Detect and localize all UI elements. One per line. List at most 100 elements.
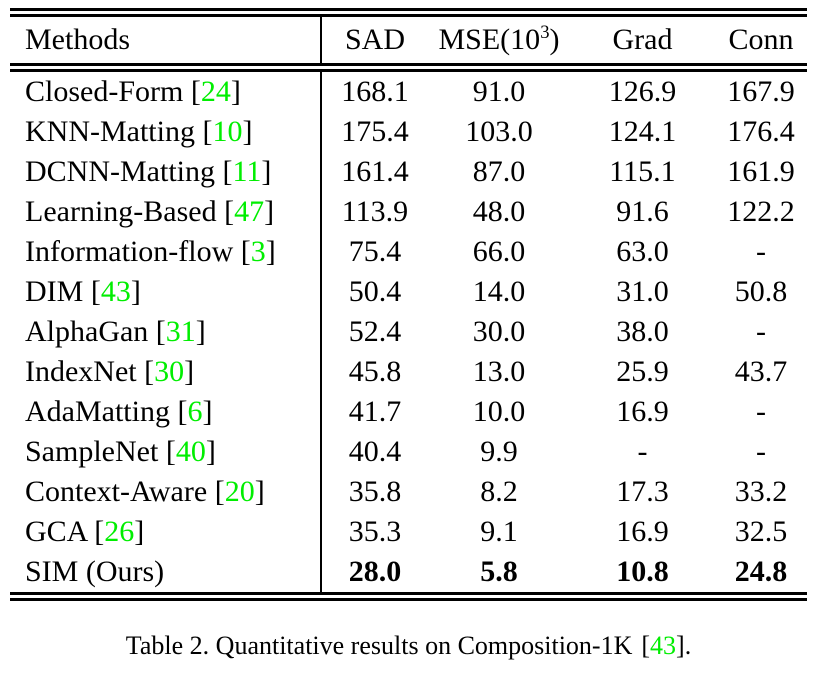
cite-bracket-close: ] bbox=[264, 195, 275, 228]
table-row: SIM (Ours) 28.0 5.8 10.8 24.8 bbox=[10, 552, 807, 597]
grad-cell: 115.1 bbox=[609, 155, 676, 188]
mse-cell: 66.0 bbox=[472, 235, 526, 268]
cite-bracket-close: ] bbox=[202, 395, 213, 428]
caption-cite-bracket-open: [ bbox=[641, 631, 651, 660]
conn-cell: 33.2 bbox=[734, 475, 788, 508]
table-body: Closed-Form [24] 168.1 91.0 126.9 167.9 KNN-M… bbox=[10, 67, 807, 597]
table-row: Information-flow [3] 75.4 66.0 63.0 - bbox=[10, 232, 807, 272]
grad-cell: 63.0 bbox=[616, 235, 669, 268]
citation-link[interactable]: 43 bbox=[100, 275, 131, 308]
method-name: IndexNet bbox=[25, 355, 137, 388]
citation-link[interactable]: 20 bbox=[224, 475, 255, 508]
citation-link[interactable]: 11 bbox=[232, 155, 262, 188]
conn-cell: 167.9 bbox=[727, 75, 795, 108]
caption-text: Table 2. Quantitative results on Composi… bbox=[125, 631, 633, 660]
table-row: KNN-Matting [10] 175.4 103.0 124.1 176.4 bbox=[10, 112, 807, 152]
grad-cell: 91.6 bbox=[616, 195, 669, 228]
method-name: Learning-Based bbox=[25, 195, 217, 228]
conn-cell: - bbox=[756, 315, 766, 348]
method-name: Information-flow bbox=[25, 235, 234, 268]
conn-cell: 43.7 bbox=[734, 355, 788, 388]
citation-link[interactable]: 24 bbox=[200, 75, 231, 108]
method-name: GCA bbox=[25, 515, 87, 548]
table-caption: Table 2. Quantitative results on Composi… bbox=[10, 631, 807, 661]
method-name: DIM bbox=[25, 275, 84, 308]
caption-citation-link[interactable]: 43 bbox=[650, 631, 677, 660]
mse-cell: 103.0 bbox=[465, 115, 533, 148]
caption-period: . bbox=[684, 631, 692, 660]
cite-bracket-close: ] bbox=[130, 275, 141, 308]
method-name: DCNN-Matting bbox=[25, 155, 215, 188]
mse-cell: 48.0 bbox=[472, 195, 526, 228]
method-name: SIM (Ours) bbox=[25, 555, 165, 588]
mse-cell: 8.2 bbox=[480, 475, 518, 508]
conn-cell: - bbox=[756, 235, 766, 268]
sad-cell: 35.8 bbox=[348, 475, 402, 508]
method-name: SampleNet bbox=[25, 435, 159, 468]
conn-cell: 176.4 bbox=[727, 115, 795, 148]
table-row: AdaMatting [6] 41.7 10.0 16.9 - bbox=[10, 392, 807, 432]
citation-link[interactable]: 30 bbox=[154, 355, 185, 388]
col-header-grad: Grad bbox=[612, 23, 673, 56]
sad-cell: 45.8 bbox=[348, 355, 402, 388]
conn-cell: 32.5 bbox=[734, 515, 788, 548]
method-cell: DCNN-Matting [11] bbox=[10, 152, 322, 192]
cite-bracket-close: ] bbox=[195, 315, 206, 348]
table-row: DIM [43] 50.4 14.0 31.0 50.8 bbox=[10, 272, 807, 312]
col-header-conn: Conn bbox=[728, 23, 794, 56]
cite-bracket-close: ] bbox=[261, 155, 272, 188]
citation-link[interactable]: 47 bbox=[234, 195, 265, 228]
grad-cell: - bbox=[637, 435, 648, 468]
method-cell: GCA [26] bbox=[10, 512, 322, 552]
cite-bracket-open: [ bbox=[155, 315, 166, 348]
cite-bracket-close: ] bbox=[205, 435, 216, 468]
mse-cell: 91.0 bbox=[472, 75, 526, 108]
method-cell: IndexNet [30] bbox=[10, 352, 322, 392]
method-name: Closed-Form bbox=[25, 75, 184, 108]
mse-cell: 9.9 bbox=[480, 435, 518, 468]
table-row: Learning-Based [47] 113.9 48.0 91.6 122.2 bbox=[10, 192, 807, 232]
method-cell: Learning-Based [47] bbox=[10, 192, 322, 232]
method-name: AdaMatting bbox=[25, 395, 170, 428]
table-row: AlphaGan [31] 52.4 30.0 38.0 - bbox=[10, 312, 807, 352]
citation-link[interactable]: 3 bbox=[250, 235, 266, 268]
mse-label-base: MSE(10 bbox=[438, 23, 541, 56]
grad-cell: 126.9 bbox=[608, 75, 677, 108]
col-header-sad: SAD bbox=[344, 23, 405, 56]
grad-cell: 124.1 bbox=[608, 115, 677, 148]
grad-cell: 31.0 bbox=[616, 275, 669, 308]
citation-link[interactable]: 40 bbox=[175, 435, 206, 468]
sad-cell: 168.1 bbox=[341, 75, 409, 108]
cite-bracket-open: [ bbox=[240, 235, 251, 268]
citation-link[interactable]: 26 bbox=[104, 515, 135, 548]
grad-cell: 25.9 bbox=[616, 355, 669, 388]
citation-link[interactable]: 31 bbox=[165, 315, 196, 348]
conn-cell: 161.9 bbox=[727, 155, 795, 188]
cite-bracket-close: ] bbox=[134, 515, 145, 548]
header-row: Methods SAD MSE(103) Grad Conn bbox=[10, 12, 807, 68]
cite-bracket-open: [ bbox=[222, 155, 233, 188]
sad-cell: 28.0 bbox=[348, 555, 402, 588]
cite-bracket-close: ] bbox=[184, 355, 195, 388]
grad-cell: 38.0 bbox=[616, 315, 669, 348]
sad-cell: 175.4 bbox=[341, 115, 409, 148]
method-name: AlphaGan bbox=[25, 315, 149, 348]
mse-cell: 30.0 bbox=[472, 315, 526, 348]
method-cell: Closed-Form [24] bbox=[10, 67, 322, 112]
sad-cell: 113.9 bbox=[341, 195, 409, 228]
table-row: GCA [26] 35.3 9.1 16.9 32.5 bbox=[10, 512, 807, 552]
sad-cell: 52.4 bbox=[348, 315, 402, 348]
cite-bracket-open: [ bbox=[165, 435, 176, 468]
sad-cell: 50.4 bbox=[348, 275, 402, 308]
conn-cell: 50.8 bbox=[734, 275, 788, 308]
results-table: Methods SAD MSE(103) Grad Conn Closed-Fo… bbox=[10, 8, 807, 601]
citation-link[interactable]: 10 bbox=[212, 115, 243, 148]
cite-bracket-open: [ bbox=[224, 195, 235, 228]
table-row: DCNN-Matting [11] 161.4 87.0 115.1 161.9 bbox=[10, 152, 807, 192]
table-row: Closed-Form [24] 168.1 91.0 126.9 167.9 bbox=[10, 67, 807, 112]
cite-bracket-open: [ bbox=[94, 515, 105, 548]
sad-cell: 40.4 bbox=[348, 435, 402, 468]
mse-cell: 14.0 bbox=[472, 275, 526, 308]
citation-link[interactable]: 6 bbox=[187, 395, 203, 428]
